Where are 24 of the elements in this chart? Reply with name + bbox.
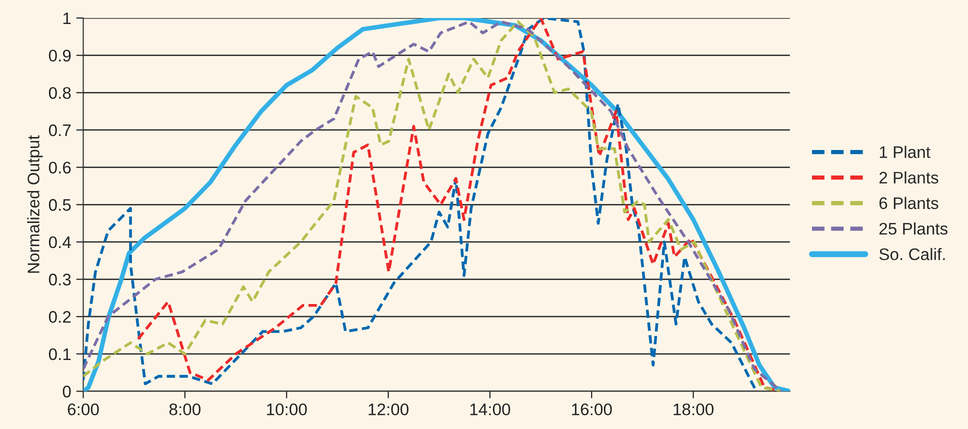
x-tick-label: 14:00 <box>470 403 510 416</box>
x-tick-label: 8:00 <box>169 403 200 416</box>
x-tick-label: 16:00 <box>572 403 612 416</box>
y-tick-label: 0.7 <box>48 124 71 136</box>
y-tick-label: 0.6 <box>48 162 71 174</box>
y-tick-label: 0.9 <box>48 50 71 62</box>
legend-label: So. Calif. <box>879 248 945 260</box>
y-tick-label: 1 <box>63 12 71 24</box>
x-tick-label: 18:00 <box>674 403 714 416</box>
y-tick-label: 0.3 <box>48 274 71 286</box>
legend-label: 6 Plants <box>879 196 938 210</box>
x-tick-label: 10:00 <box>267 403 307 416</box>
y-tick-label: 0.4 <box>48 236 71 248</box>
y-tick-label: 0.1 <box>48 348 71 360</box>
y-tick-label: 0 <box>62 386 71 398</box>
y-axis-title: Normalized Output <box>27 135 43 273</box>
x-tick-label: 12:00 <box>368 403 408 416</box>
y-tick-label: 0.8 <box>48 87 71 99</box>
legend-label: 2 Plants <box>879 171 938 184</box>
legend-label: 1 Plant <box>880 146 930 158</box>
x-tick-label: 6:00 <box>68 403 99 416</box>
legend-label: 25 Plants <box>879 222 948 235</box>
y-tick-label: 0.2 <box>48 311 71 323</box>
y-tick-label: 0.5 <box>48 199 71 211</box>
